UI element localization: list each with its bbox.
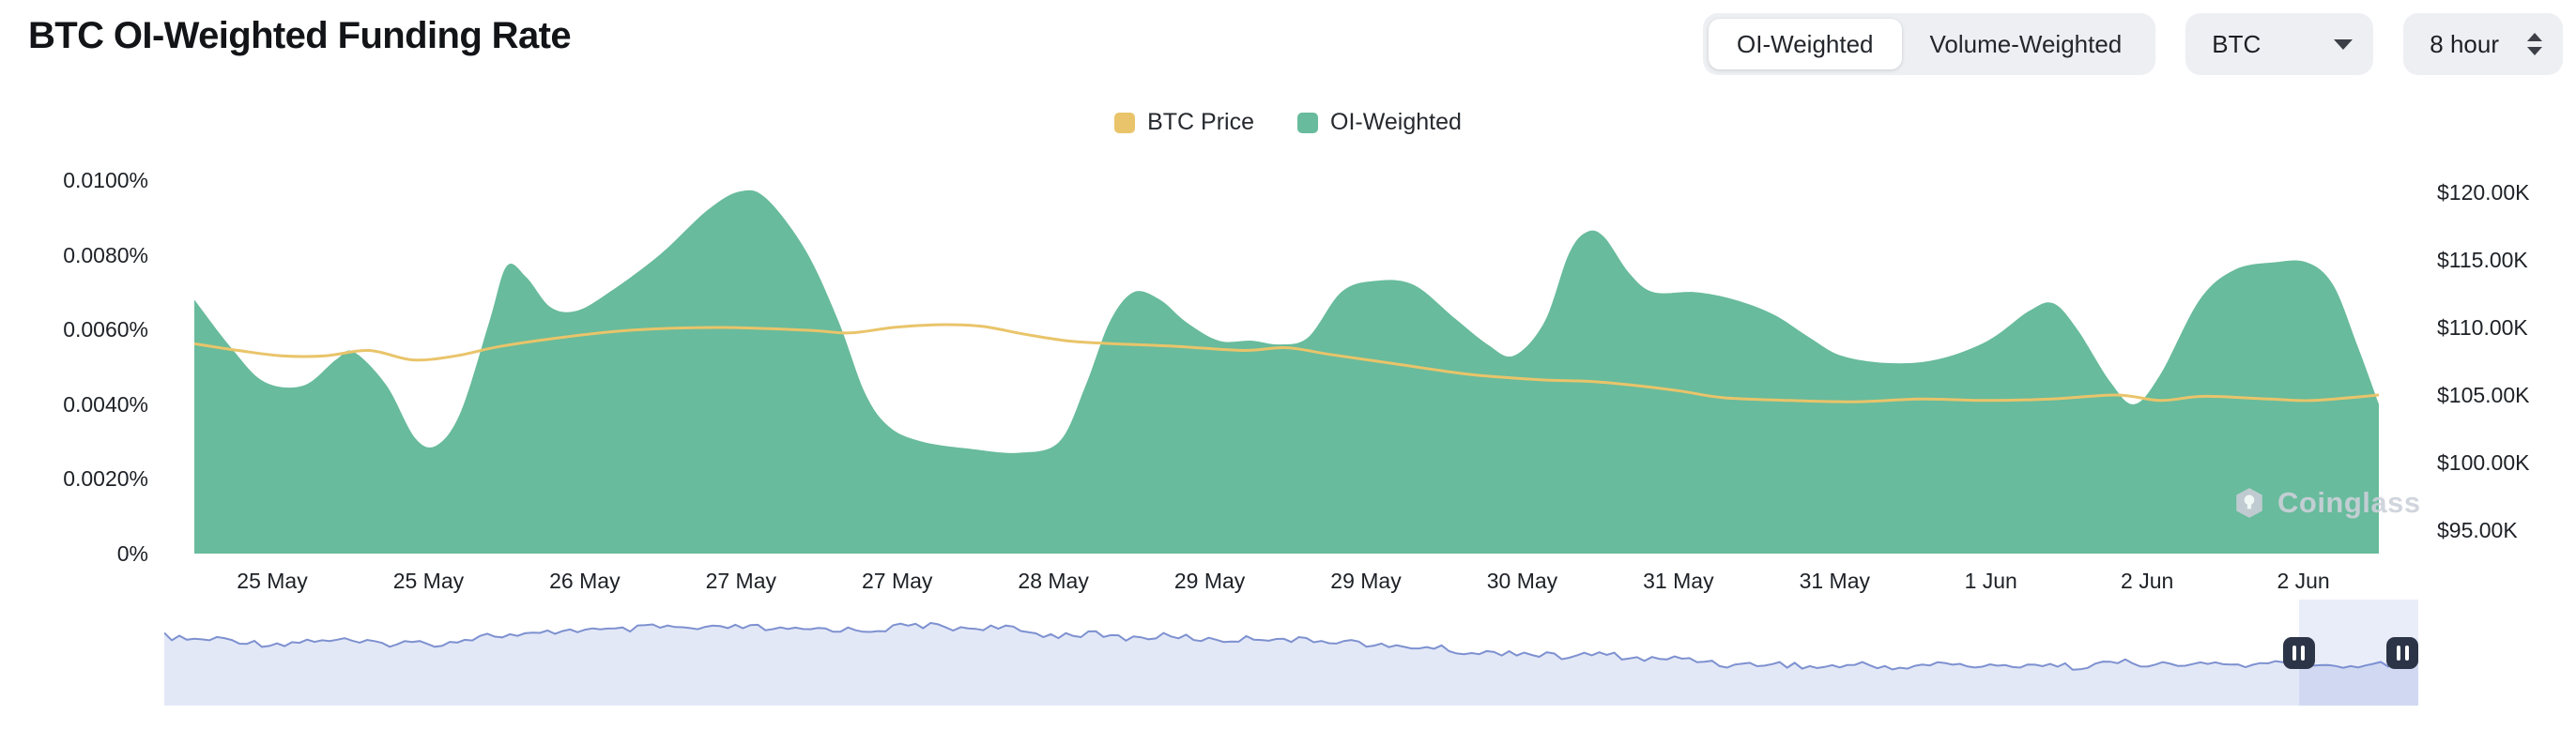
x-axis-tick: 1 Jun [1964,569,2017,593]
toggle-option-volume-weighted[interactable]: Volume-Weighted [1902,19,2151,69]
x-axis-tick: 27 May [862,569,933,593]
navigator-handle-right[interactable] [2386,637,2418,669]
page-title: BTC OI-Weighted Funding Rate [28,15,572,56]
x-axis-tick: 31 May [1643,569,1714,593]
toggle-option-oi-weighted[interactable]: OI-Weighted [1709,19,1902,69]
chart-legend: BTC Price OI-Weighted [0,109,2576,136]
watermark-label: Coinglass [2277,486,2421,519]
chart-navigator[interactable] [164,600,2418,706]
btc-price-line-series [194,323,2379,403]
right-axis-tick: $105.00K [2437,383,2530,407]
x-axis-tick: 31 May [1799,569,1871,593]
interval-select[interactable]: 8 hour [2403,13,2563,75]
left-axis-tick: 0% [116,541,148,566]
right-axis-tick: $100.00K [2437,450,2530,475]
x-axis-tick: 30 May [1486,569,1558,593]
coinglass-logo-icon [2236,488,2262,518]
x-axis-tick: 28 May [1018,569,1089,593]
x-axis-tick: 25 May [392,569,465,593]
up-down-spinner-icon [2527,33,2542,55]
legend-label: OI-Weighted [1330,109,1462,135]
chart-controls: OI-Weighted Volume-Weighted BTC 8 hour [1703,13,2563,75]
navigator-area [164,622,2418,706]
left-axis-tick: 0.0100% [63,168,148,192]
legend-item[interactable]: BTC Price [1114,109,1254,136]
x-axis-tick: 2 Jun [2121,569,2174,593]
navigator-line [164,621,2418,671]
x-axis-tick: 29 May [1330,569,1402,593]
right-axis-tick: $115.00K [2437,248,2528,272]
oi-weighted-area-series [194,190,2379,554]
x-axis-tick: 29 May [1173,569,1246,593]
x-axis-tick: 2 Jun [2277,569,2330,593]
right-axis-tick: $120.00K [2437,180,2530,205]
left-axis-tick: 0.0060% [63,317,148,342]
right-axis-tick: $95.00K [2437,518,2518,542]
legend-item[interactable]: OI-Weighted [1297,109,1462,136]
watermark: Coinglass [2232,486,2421,520]
right-axis-tick: $110.00K [2437,315,2528,340]
symbol-select[interactable]: BTC [2185,13,2374,75]
left-axis-tick: 0.0040% [63,391,148,417]
navigator-minichart [164,621,2418,706]
legend-swatch [1297,112,1318,133]
x-axis-tick: 26 May [549,569,621,593]
main-chart[interactable] [194,160,2379,554]
navigator-handle-left[interactable] [2282,637,2315,669]
left-axis-tick: 0.0020% [63,466,148,492]
interval-select-value: 8 hour [2430,29,2499,58]
left-axis-tick: 0.0080% [63,242,148,267]
legend-label: BTC Price [1147,109,1254,135]
x-axis-tick: 25 May [237,569,308,593]
symbol-select-value: BTC [2212,29,2262,58]
x-axis-tick: 27 May [705,569,776,593]
weight-mode-toggle: OI-Weighted Volume-Weighted [1703,13,2156,75]
chevron-down-icon [2334,38,2354,50]
legend-swatch [1114,112,1136,133]
